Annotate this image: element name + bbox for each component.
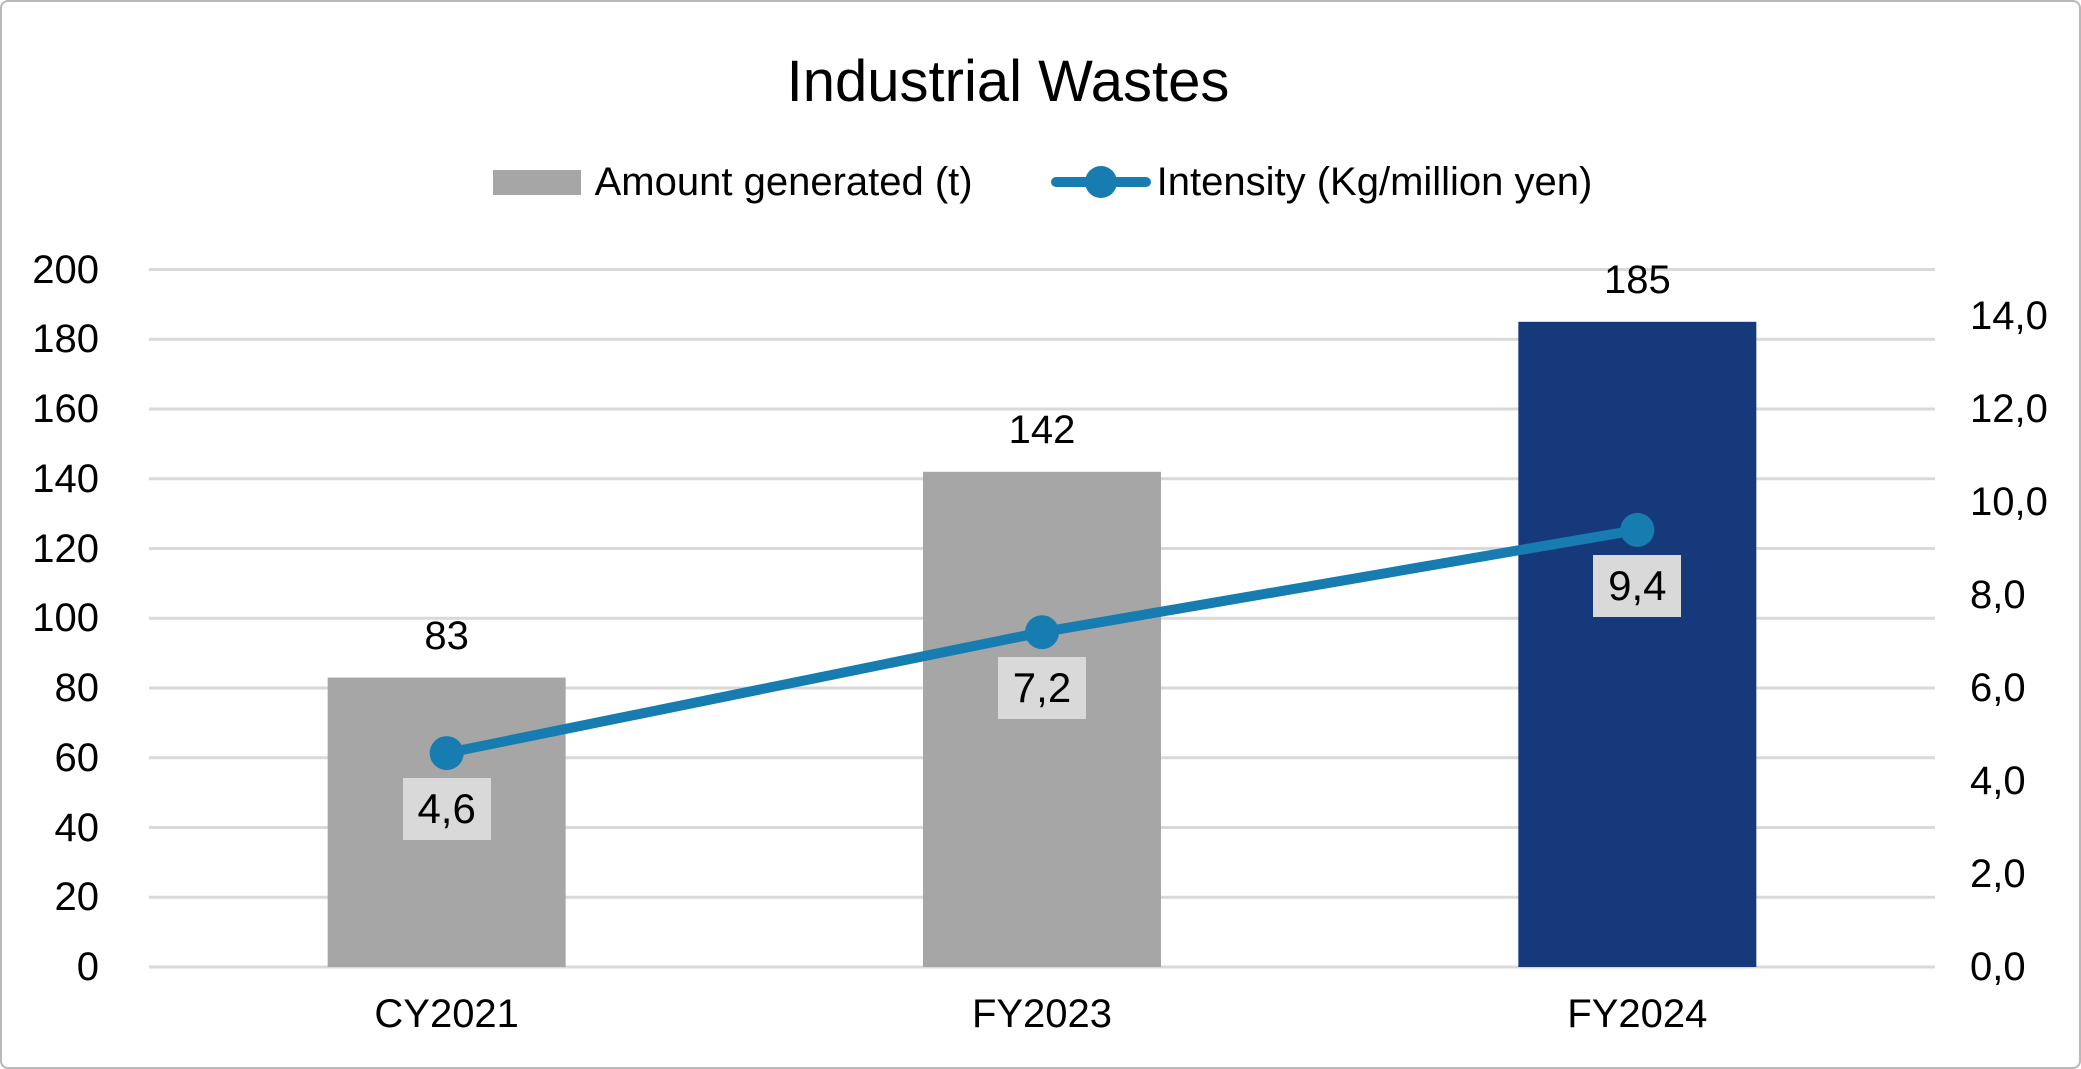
- y-axis-right-tick: 14,0: [1970, 294, 2048, 338]
- y-axis-right-tick: 8,0: [1970, 573, 2026, 617]
- y-axis-right-tick: 0,0: [1970, 945, 2026, 989]
- x-category-label-fy2023: FY2023: [971, 992, 1113, 1036]
- bar-swatch-icon: [492, 169, 581, 195]
- line-marker-icon: [1050, 166, 1151, 198]
- bar-fy2024: [1518, 321, 1757, 967]
- y-axis-right-tick: 2,0: [1970, 852, 2026, 896]
- bar-value-label: 83: [424, 613, 469, 658]
- legend: Amount generated (t) Intensity (Kg/milli…: [2, 160, 2079, 204]
- legend-label-intensity: Intensity (Kg/million yen): [1156, 160, 1593, 204]
- y-axis-left-tick: 20: [54, 875, 100, 920]
- y-axis-left-tick: 140: [32, 456, 99, 501]
- y-axis-right-tick: 10,0: [1970, 480, 2048, 524]
- y-axis-left-tick: 160: [32, 387, 99, 431]
- y-axis-left-tick: 40: [54, 805, 100, 850]
- x-category-label-cy2021: CY2021: [374, 992, 519, 1036]
- bar-value-label: 142: [1008, 407, 1076, 452]
- y-axis-right-tick: 12,0: [1970, 387, 2048, 431]
- y-axis-right-tick: 6,0: [1970, 666, 2026, 710]
- y-axis-left-tick: 100: [32, 596, 99, 641]
- legend-line-dot: [1084, 166, 1117, 198]
- y-axis-left-tick: 60: [54, 735, 100, 780]
- legend-item-intensity: Intensity (Kg/million yen): [1050, 160, 1593, 204]
- chart-title: Industrial Wastes: [786, 49, 1230, 114]
- x-category-label-fy2024: FY2024: [1567, 992, 1708, 1036]
- y-axis-right-tick: 4,0: [1970, 759, 2026, 803]
- bar-fy2023: [923, 471, 1161, 967]
- intensity-marker-fy2023: [1025, 615, 1059, 650]
- legend-label-amount-generated: Amount generated (t): [594, 160, 973, 204]
- legend-item-amount-generated: Amount generated (t): [492, 160, 973, 204]
- bar-value-label: 185: [1603, 257, 1671, 302]
- intensity-data-label: 7,2: [998, 657, 1086, 720]
- intensity-marker-fy2024: [1620, 512, 1655, 547]
- y-axis-left-tick: 180: [32, 317, 99, 362]
- intensity-data-label: 9,4: [1593, 554, 1682, 617]
- intensity-marker-cy2021: [429, 736, 464, 771]
- y-axis-left-tick: 200: [32, 247, 99, 292]
- y-axis-left-tick: 0: [76, 945, 99, 989]
- y-axis-left-tick: 120: [32, 526, 99, 571]
- y-axis-left-tick: 80: [54, 666, 100, 710]
- intensity-data-label: 4,6: [402, 778, 491, 841]
